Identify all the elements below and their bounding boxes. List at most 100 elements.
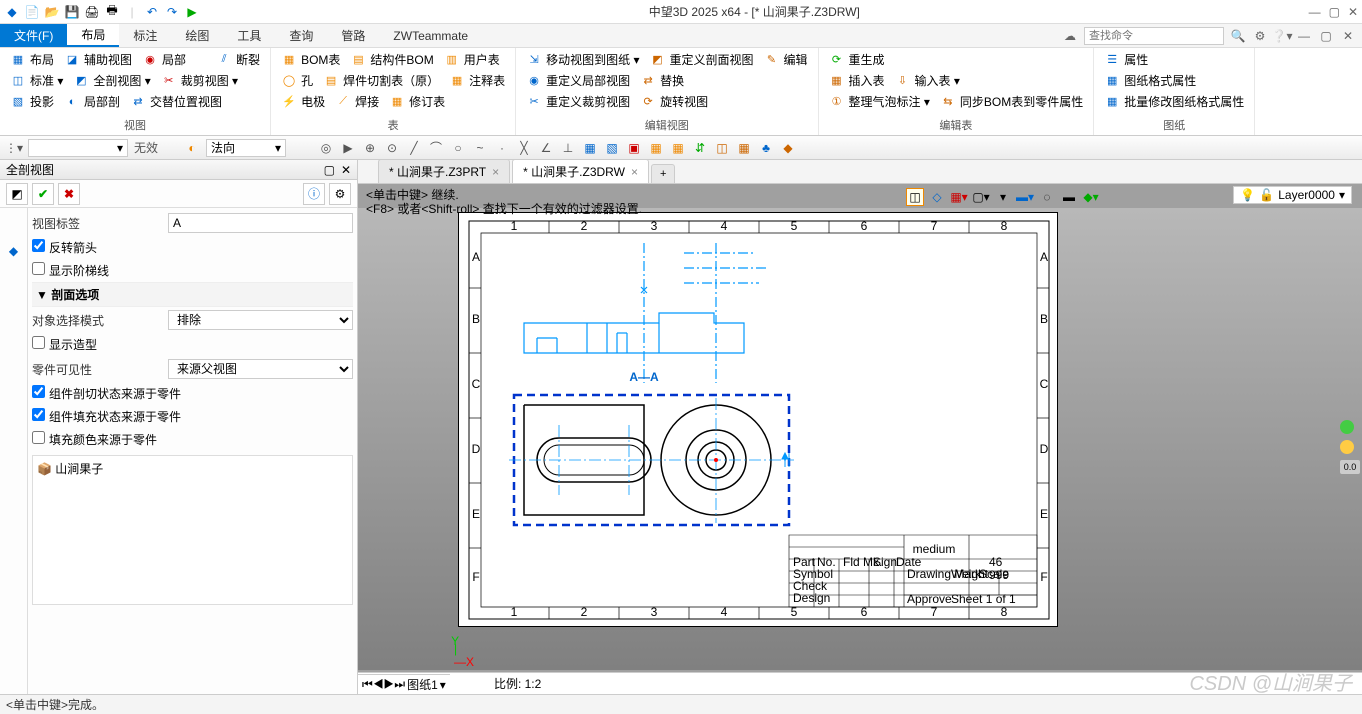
- tool-icon[interactable]: ○: [450, 140, 466, 156]
- show-model-check[interactable]: 显示造型: [32, 336, 97, 353]
- tab-tools[interactable]: 工具: [223, 24, 275, 47]
- play-icon[interactable]: ▶: [184, 4, 200, 20]
- print-icon[interactable]: 🖨: [84, 4, 100, 20]
- tab-annotation[interactable]: 标注: [119, 24, 171, 47]
- cloud-icon[interactable]: ☁: [1062, 28, 1078, 44]
- tool-icon[interactable]: ⌒: [428, 140, 444, 156]
- ct-icon[interactable]: ▢▾: [972, 188, 990, 206]
- file-menu[interactable]: 文件(F): [0, 24, 67, 47]
- tab-close-icon[interactable]: ×: [631, 165, 638, 179]
- tool-icon[interactable]: ⊕: [362, 140, 378, 156]
- subbar-icon2[interactable]: ◐: [184, 140, 200, 156]
- tool-icon[interactable]: ▧: [604, 140, 620, 156]
- ribbon-full-section[interactable]: ◩全剖视图 ▾: [69, 71, 154, 90]
- info-icon[interactable]: ⓘ: [303, 183, 325, 205]
- doc-minimize-icon[interactable]: —: [1296, 28, 1312, 44]
- ribbon-batch-fmt[interactable]: ▦批量修改图纸格式属性: [1100, 92, 1248, 111]
- ribbon-user-table[interactable]: ▥用户表: [440, 50, 504, 69]
- save-icon[interactable]: 💾: [64, 4, 80, 20]
- viewport[interactable]: 12345678 12345678 ABCDEF ABCDEF: [358, 208, 1362, 670]
- view-label-input[interactable]: [168, 213, 353, 233]
- ok-button[interactable]: ✔: [32, 183, 54, 205]
- tool-icon[interactable]: ▶: [340, 140, 356, 156]
- show-step-check[interactable]: 显示阶梯线: [32, 262, 109, 279]
- ribbon-layout[interactable]: ▦布局: [6, 50, 58, 69]
- ribbon-bom[interactable]: ▦BOM表: [277, 50, 344, 69]
- tool-icon[interactable]: ◎: [318, 140, 334, 156]
- ct-icon[interactable]: ◆▾: [1082, 188, 1100, 206]
- comp-fill-check[interactable]: 组件填充状态来源于零件: [32, 408, 181, 425]
- ribbon-replace[interactable]: ⇄替换: [636, 71, 688, 90]
- doc-close-icon[interactable]: ✕: [1340, 28, 1356, 44]
- tool-icon[interactable]: ⊙: [384, 140, 400, 156]
- tool-icon[interactable]: ⊥: [560, 140, 576, 156]
- part-vis-select[interactable]: 来源父视图: [168, 359, 353, 379]
- ribbon-props[interactable]: ☰属性: [1100, 50, 1152, 69]
- ct-icon[interactable]: ▾: [994, 188, 1012, 206]
- tab-layout[interactable]: 布局: [67, 24, 119, 47]
- tab-teammate[interactable]: ZWTeammate: [379, 24, 482, 47]
- ct-icon[interactable]: ▦▾: [950, 188, 968, 206]
- minimize-icon[interactable]: —: [1309, 5, 1321, 19]
- sheet-nav-buttons[interactable]: ⏮◀▶⏭: [362, 677, 405, 692]
- ct-icon[interactable]: ◫: [906, 188, 924, 206]
- ribbon-crop[interactable]: ✂裁剪视图 ▾: [157, 71, 242, 90]
- ribbon-standard[interactable]: ◫标准 ▾: [6, 71, 67, 90]
- ribbon-alt-pos[interactable]: ⇄交替位置视图: [126, 92, 226, 111]
- panel-mode-icon[interactable]: ◩: [6, 183, 28, 205]
- doc-tab[interactable]: * 山涧果子.Z3DRW×: [512, 159, 649, 183]
- undo-icon[interactable]: ↶: [144, 4, 160, 20]
- subbar-combo1[interactable]: ▾: [28, 139, 128, 157]
- layer-selector[interactable]: 💡 🔓 Layer0000 ▾: [1233, 186, 1352, 204]
- settings-icon[interactable]: ⚙: [1252, 28, 1268, 44]
- tool-icon[interactable]: ▣: [626, 140, 642, 156]
- comp-cut-check[interactable]: 组件剖切状态来源于零件: [32, 385, 181, 402]
- ribbon-regen[interactable]: ⟳重生成: [825, 50, 889, 69]
- maximize-icon[interactable]: ▢: [1329, 5, 1340, 19]
- fill-color-check[interactable]: 填充颜色来源于零件: [32, 431, 157, 448]
- print-preview-icon[interactable]: 🖶: [104, 4, 120, 20]
- ribbon-aux-view[interactable]: ◪辅助视图: [60, 50, 136, 69]
- tool-icon[interactable]: ╳: [516, 140, 532, 156]
- ct-icon[interactable]: ▬▾: [1016, 188, 1034, 206]
- doc-tab[interactable]: * 山涧果子.Z3PRT×: [378, 159, 510, 183]
- ribbon-balloon[interactable]: ①整理气泡标注 ▾: [825, 92, 934, 111]
- ct-icon[interactable]: ▬: [1060, 188, 1078, 206]
- new-tab[interactable]: +: [651, 164, 675, 183]
- ribbon-revision[interactable]: ▦修订表: [385, 92, 449, 111]
- ribbon-weld-cut[interactable]: ▤焊件切割表（原）: [319, 71, 443, 90]
- panel-pin-icon[interactable]: ▢: [324, 163, 335, 177]
- reverse-arrow-check[interactable]: 反转箭头: [32, 239, 97, 256]
- settings-icon[interactable]: ⚙: [329, 183, 351, 205]
- ribbon-redef-section[interactable]: ◩重定义剖面视图: [645, 50, 757, 69]
- ribbon-move-view[interactable]: ⇲移动视图到图纸 ▾: [522, 50, 643, 69]
- ct-icon[interactable]: ◌: [1038, 188, 1056, 206]
- close-icon[interactable]: ✕: [1348, 5, 1358, 19]
- open-icon[interactable]: 📂: [44, 4, 60, 20]
- tool-icon[interactable]: ·: [494, 140, 510, 156]
- ribbon-detail[interactable]: ◉局部: [138, 50, 190, 69]
- help-icon[interactable]: ❔▾: [1274, 28, 1290, 44]
- tool-icon[interactable]: ╱: [406, 140, 422, 156]
- ribbon-sheet-fmt[interactable]: ▦图纸格式属性: [1100, 71, 1200, 90]
- tab-close-icon[interactable]: ×: [492, 165, 499, 179]
- ribbon-electrode[interactable]: ⚡电极: [277, 92, 329, 111]
- sheet-tab[interactable]: 图纸1: [407, 676, 438, 693]
- ribbon-weld[interactable]: ⟋焊接: [331, 92, 383, 111]
- part-tree[interactable]: 📦 山涧果子: [32, 455, 353, 605]
- ribbon-redef-crop[interactable]: ✂重定义裁剪视图: [522, 92, 634, 111]
- ribbon-edit[interactable]: ✎编辑: [759, 50, 811, 69]
- ribbon-break[interactable]: ⫽断裂: [212, 50, 264, 69]
- tab-drawing[interactable]: 绘图: [171, 24, 223, 47]
- ribbon-struct-bom[interactable]: ▤结构件BOM: [346, 50, 437, 69]
- sidetab-icon[interactable]: ◆: [3, 240, 25, 262]
- ct-icon[interactable]: ◇: [928, 188, 946, 206]
- tool-icon[interactable]: ~: [472, 140, 488, 156]
- command-search[interactable]: [1084, 27, 1224, 45]
- subbar-icon[interactable]: ⋮▾: [6, 140, 22, 156]
- new-icon[interactable]: 📄: [24, 4, 40, 20]
- ribbon-insert-table[interactable]: ▦插入表: [825, 71, 889, 90]
- tree-item[interactable]: 📦 山涧果子: [37, 460, 348, 477]
- tool-icon[interactable]: ⇵: [692, 140, 708, 156]
- section-options-header[interactable]: ▼ 剖面选项: [32, 282, 353, 307]
